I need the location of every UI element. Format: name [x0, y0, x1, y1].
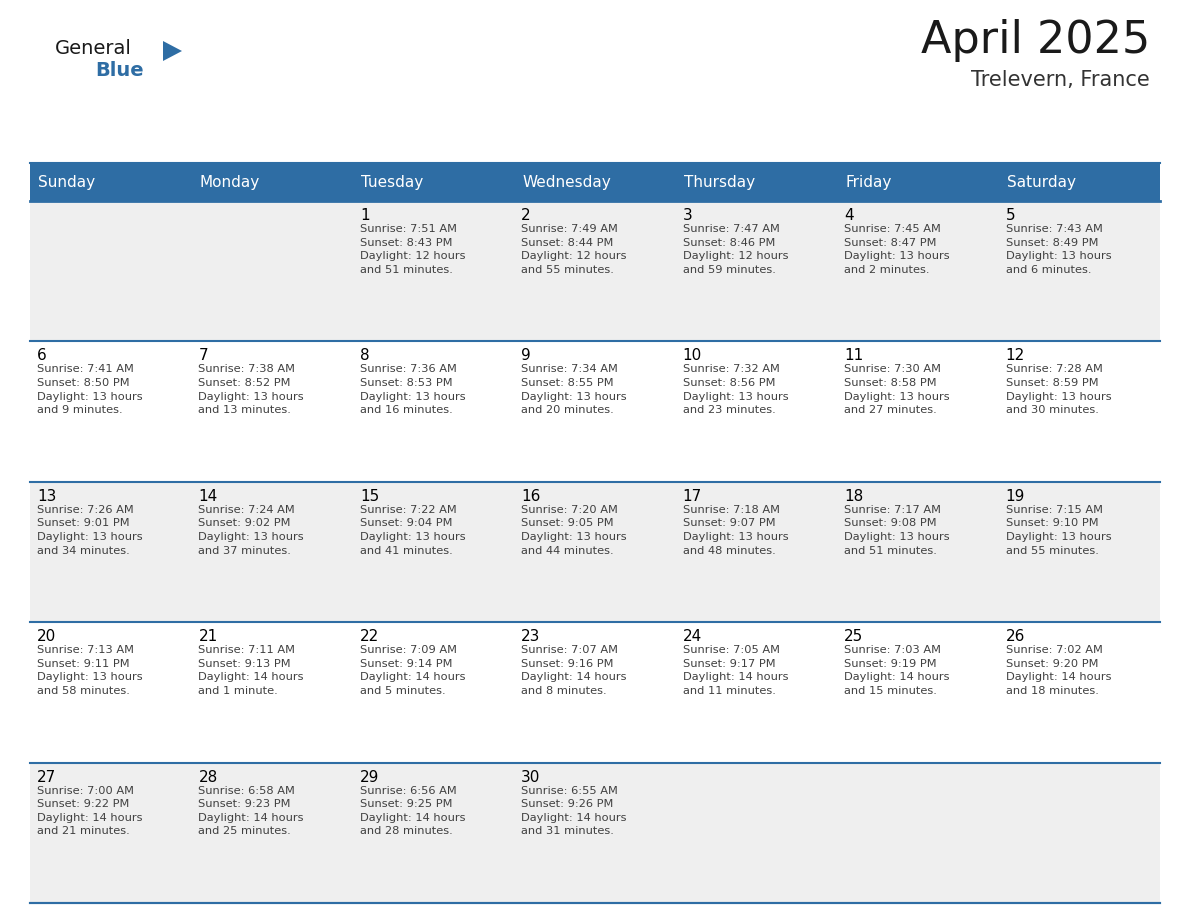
Text: Sunrise: 7:05 AM
Sunset: 9:17 PM
Daylight: 14 hours
and 11 minutes.: Sunrise: 7:05 AM Sunset: 9:17 PM Dayligh… [683, 645, 788, 696]
Text: Tuesday: Tuesday [361, 174, 423, 189]
Text: Sunrise: 6:58 AM
Sunset: 9:23 PM
Daylight: 14 hours
and 25 minutes.: Sunrise: 6:58 AM Sunset: 9:23 PM Dayligh… [198, 786, 304, 836]
Text: Sunrise: 7:00 AM
Sunset: 9:22 PM
Daylight: 14 hours
and 21 minutes.: Sunrise: 7:00 AM Sunset: 9:22 PM Dayligh… [37, 786, 143, 836]
Text: Friday: Friday [845, 174, 891, 189]
Text: Sunrise: 7:13 AM
Sunset: 9:11 PM
Daylight: 13 hours
and 58 minutes.: Sunrise: 7:13 AM Sunset: 9:11 PM Dayligh… [37, 645, 143, 696]
Text: Thursday: Thursday [684, 174, 754, 189]
Text: 20: 20 [37, 629, 56, 644]
Bar [30, 201, 1159, 341]
Text: Sunrise: 7:26 AM
Sunset: 9:01 PM
Daylight: 13 hours
and 34 minutes.: Sunrise: 7:26 AM Sunset: 9:01 PM Dayligh… [37, 505, 143, 555]
Text: 26: 26 [1005, 629, 1025, 644]
Text: 29: 29 [360, 769, 379, 785]
Text: Sunrise: 7:49 AM
Sunset: 8:44 PM
Daylight: 12 hours
and 55 minutes.: Sunrise: 7:49 AM Sunset: 8:44 PM Dayligh… [522, 224, 627, 274]
Text: Sunrise: 7:07 AM
Sunset: 9:16 PM
Daylight: 14 hours
and 8 minutes.: Sunrise: 7:07 AM Sunset: 9:16 PM Dayligh… [522, 645, 627, 696]
Text: Sunrise: 7:28 AM
Sunset: 8:59 PM
Daylight: 13 hours
and 30 minutes.: Sunrise: 7:28 AM Sunset: 8:59 PM Dayligh… [1005, 364, 1111, 415]
Text: 6: 6 [37, 349, 46, 364]
Text: 2: 2 [522, 208, 531, 223]
Text: Sunrise: 7:51 AM
Sunset: 8:43 PM
Daylight: 12 hours
and 51 minutes.: Sunrise: 7:51 AM Sunset: 8:43 PM Dayligh… [360, 224, 466, 274]
Text: 4: 4 [845, 208, 854, 223]
Text: 22: 22 [360, 629, 379, 644]
Text: Trelevern, France: Trelevern, France [972, 70, 1150, 90]
Text: 12: 12 [1005, 349, 1025, 364]
Text: Sunrise: 7:15 AM
Sunset: 9:10 PM
Daylight: 13 hours
and 55 minutes.: Sunrise: 7:15 AM Sunset: 9:10 PM Dayligh… [1005, 505, 1111, 555]
Text: 16: 16 [522, 488, 541, 504]
Text: Sunrise: 7:11 AM
Sunset: 9:13 PM
Daylight: 14 hours
and 1 minute.: Sunrise: 7:11 AM Sunset: 9:13 PM Dayligh… [198, 645, 304, 696]
Polygon shape [163, 41, 182, 61]
Text: 23: 23 [522, 629, 541, 644]
Text: 21: 21 [198, 629, 217, 644]
Text: 17: 17 [683, 488, 702, 504]
Text: 11: 11 [845, 349, 864, 364]
Text: 15: 15 [360, 488, 379, 504]
Text: 8: 8 [360, 349, 369, 364]
Text: 1: 1 [360, 208, 369, 223]
Text: 5: 5 [1005, 208, 1016, 223]
Text: General: General [55, 39, 132, 58]
Text: 13: 13 [37, 488, 56, 504]
Text: Wednesday: Wednesday [523, 174, 611, 189]
Text: April 2025: April 2025 [921, 18, 1150, 62]
Text: Sunrise: 7:17 AM
Sunset: 9:08 PM
Daylight: 13 hours
and 51 minutes.: Sunrise: 7:17 AM Sunset: 9:08 PM Dayligh… [845, 505, 949, 555]
Text: Saturday: Saturday [1006, 174, 1075, 189]
Text: Sunrise: 7:20 AM
Sunset: 9:05 PM
Daylight: 13 hours
and 44 minutes.: Sunrise: 7:20 AM Sunset: 9:05 PM Dayligh… [522, 505, 627, 555]
Text: Sunrise: 7:32 AM
Sunset: 8:56 PM
Daylight: 13 hours
and 23 minutes.: Sunrise: 7:32 AM Sunset: 8:56 PM Dayligh… [683, 364, 789, 415]
Text: Monday: Monday [200, 174, 260, 189]
Text: Sunrise: 7:22 AM
Sunset: 9:04 PM
Daylight: 13 hours
and 41 minutes.: Sunrise: 7:22 AM Sunset: 9:04 PM Dayligh… [360, 505, 466, 555]
Text: Sunrise: 7:03 AM
Sunset: 9:19 PM
Daylight: 14 hours
and 15 minutes.: Sunrise: 7:03 AM Sunset: 9:19 PM Dayligh… [845, 645, 949, 696]
Text: Sunrise: 7:45 AM
Sunset: 8:47 PM
Daylight: 13 hours
and 2 minutes.: Sunrise: 7:45 AM Sunset: 8:47 PM Dayligh… [845, 224, 949, 274]
Text: Sunrise: 7:24 AM
Sunset: 9:02 PM
Daylight: 13 hours
and 37 minutes.: Sunrise: 7:24 AM Sunset: 9:02 PM Dayligh… [198, 505, 304, 555]
Text: Sunday: Sunday [38, 174, 95, 189]
Text: 9: 9 [522, 349, 531, 364]
Text: Sunrise: 7:38 AM
Sunset: 8:52 PM
Daylight: 13 hours
and 13 minutes.: Sunrise: 7:38 AM Sunset: 8:52 PM Dayligh… [198, 364, 304, 415]
Bar [30, 482, 1159, 622]
Text: Sunrise: 6:56 AM
Sunset: 9:25 PM
Daylight: 14 hours
and 28 minutes.: Sunrise: 6:56 AM Sunset: 9:25 PM Dayligh… [360, 786, 466, 836]
Text: 14: 14 [198, 488, 217, 504]
Text: 24: 24 [683, 629, 702, 644]
Text: Sunrise: 7:02 AM
Sunset: 9:20 PM
Daylight: 14 hours
and 18 minutes.: Sunrise: 7:02 AM Sunset: 9:20 PM Dayligh… [1005, 645, 1111, 696]
Bar [30, 163, 1159, 201]
Text: 7: 7 [198, 349, 208, 364]
Text: Sunrise: 7:09 AM
Sunset: 9:14 PM
Daylight: 14 hours
and 5 minutes.: Sunrise: 7:09 AM Sunset: 9:14 PM Dayligh… [360, 645, 466, 696]
Text: Blue: Blue [95, 61, 144, 80]
Text: 10: 10 [683, 349, 702, 364]
Text: 28: 28 [198, 769, 217, 785]
Bar [30, 622, 1159, 763]
Text: 3: 3 [683, 208, 693, 223]
Text: Sunrise: 7:18 AM
Sunset: 9:07 PM
Daylight: 13 hours
and 48 minutes.: Sunrise: 7:18 AM Sunset: 9:07 PM Dayligh… [683, 505, 789, 555]
Bar [30, 763, 1159, 903]
Text: 18: 18 [845, 488, 864, 504]
Text: Sunrise: 6:55 AM
Sunset: 9:26 PM
Daylight: 14 hours
and 31 minutes.: Sunrise: 6:55 AM Sunset: 9:26 PM Dayligh… [522, 786, 627, 836]
Text: Sunrise: 7:34 AM
Sunset: 8:55 PM
Daylight: 13 hours
and 20 minutes.: Sunrise: 7:34 AM Sunset: 8:55 PM Dayligh… [522, 364, 627, 415]
Text: 30: 30 [522, 769, 541, 785]
Text: Sunrise: 7:36 AM
Sunset: 8:53 PM
Daylight: 13 hours
and 16 minutes.: Sunrise: 7:36 AM Sunset: 8:53 PM Dayligh… [360, 364, 466, 415]
Text: Sunrise: 7:47 AM
Sunset: 8:46 PM
Daylight: 12 hours
and 59 minutes.: Sunrise: 7:47 AM Sunset: 8:46 PM Dayligh… [683, 224, 788, 274]
Text: Sunrise: 7:30 AM
Sunset: 8:58 PM
Daylight: 13 hours
and 27 minutes.: Sunrise: 7:30 AM Sunset: 8:58 PM Dayligh… [845, 364, 949, 415]
Text: Sunrise: 7:43 AM
Sunset: 8:49 PM
Daylight: 13 hours
and 6 minutes.: Sunrise: 7:43 AM Sunset: 8:49 PM Dayligh… [1005, 224, 1111, 274]
Text: Sunrise: 7:41 AM
Sunset: 8:50 PM
Daylight: 13 hours
and 9 minutes.: Sunrise: 7:41 AM Sunset: 8:50 PM Dayligh… [37, 364, 143, 415]
Text: 19: 19 [1005, 488, 1025, 504]
Text: 25: 25 [845, 629, 864, 644]
Bar [30, 341, 1159, 482]
Text: 27: 27 [37, 769, 56, 785]
